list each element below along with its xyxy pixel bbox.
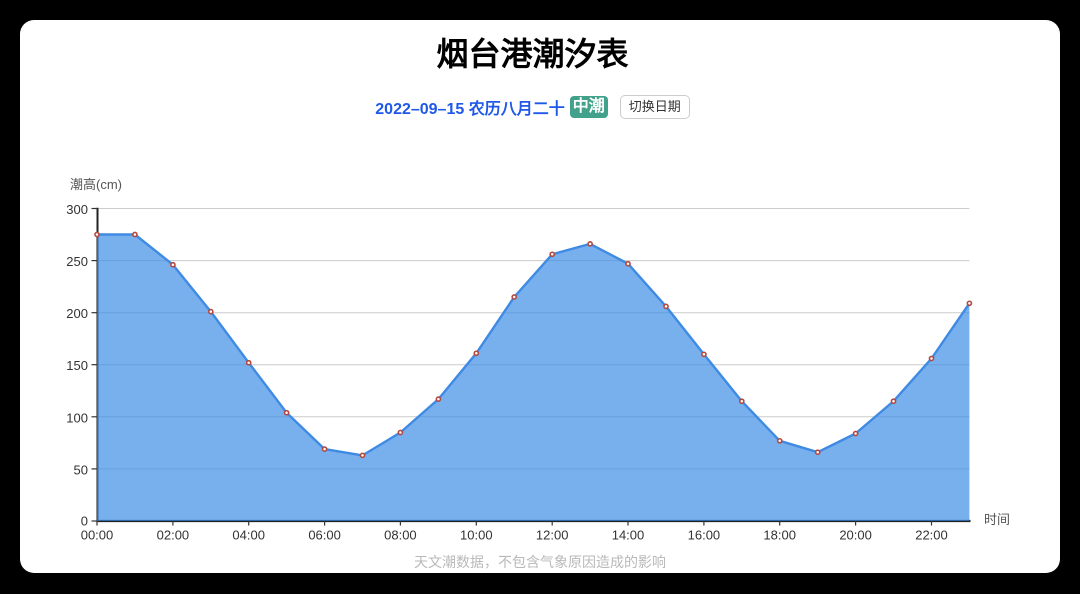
svg-text:14:00: 14:00 xyxy=(612,528,645,543)
svg-text:00:00: 00:00 xyxy=(81,528,114,543)
svg-text:16:00: 16:00 xyxy=(688,528,721,543)
svg-text:10:00: 10:00 xyxy=(460,528,493,543)
svg-text:02:00: 02:00 xyxy=(157,528,190,543)
svg-text:08:00: 08:00 xyxy=(384,528,417,543)
svg-text:50: 50 xyxy=(74,462,88,477)
svg-text:300: 300 xyxy=(66,202,88,217)
svg-text:20:00: 20:00 xyxy=(839,528,872,543)
svg-text:04:00: 04:00 xyxy=(232,528,265,543)
svg-text:250: 250 xyxy=(66,254,88,269)
svg-text:06:00: 06:00 xyxy=(308,528,341,543)
svg-text:12:00: 12:00 xyxy=(536,528,569,543)
svg-text:时间: 时间 xyxy=(984,512,1010,527)
svg-text:18:00: 18:00 xyxy=(763,528,796,543)
svg-text:0: 0 xyxy=(81,514,88,529)
svg-text:200: 200 xyxy=(66,306,88,321)
svg-text:潮高(cm): 潮高(cm) xyxy=(70,177,122,192)
svg-text:22:00: 22:00 xyxy=(915,528,948,543)
svg-text:100: 100 xyxy=(66,410,88,425)
svg-text:150: 150 xyxy=(66,358,88,373)
